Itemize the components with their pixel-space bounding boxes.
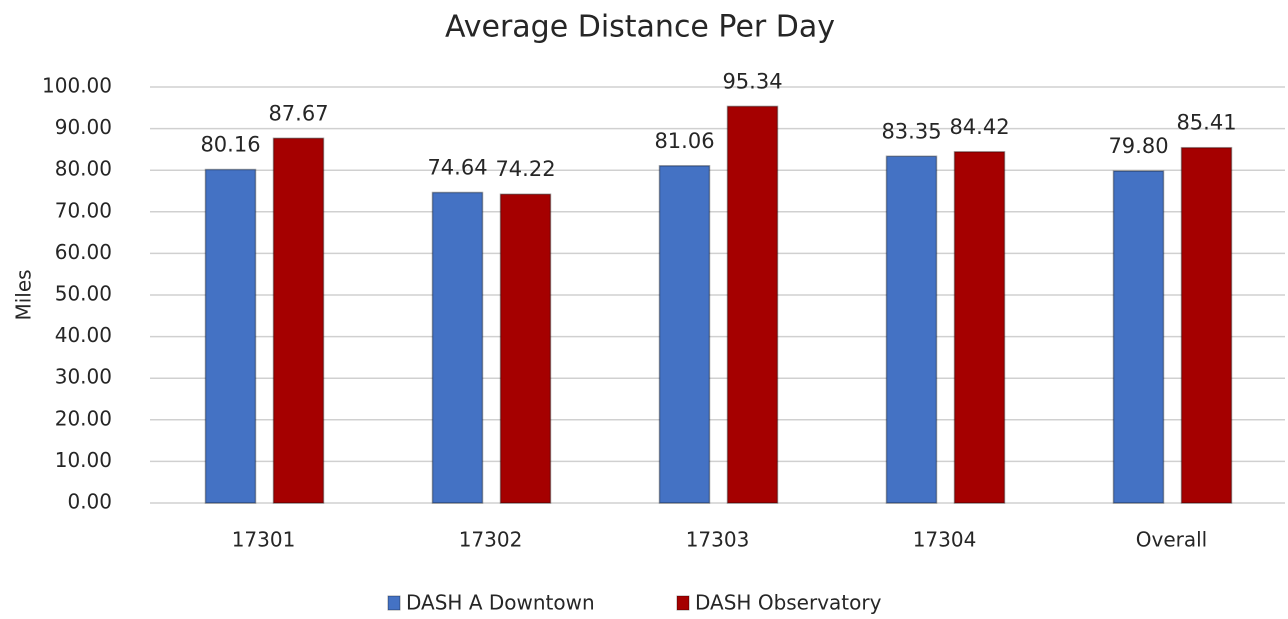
y-tick-label: 90.00 (55, 115, 112, 139)
legend-swatch (387, 595, 401, 611)
data-label: 80.16 (200, 133, 260, 157)
y-tick-label: 0.00 (67, 490, 112, 514)
bar (1180, 146, 1233, 504)
y-tick-label: 60.00 (55, 240, 112, 264)
data-label: 74.64 (427, 155, 487, 179)
y-tick-label: 40.00 (55, 323, 112, 347)
bar (499, 193, 552, 504)
bar (726, 105, 779, 504)
y-tick-label: 30.00 (55, 365, 112, 389)
data-label: 85.41 (1176, 111, 1236, 135)
data-label: 84.42 (949, 115, 1009, 139)
data-label: 81.06 (654, 129, 714, 153)
legend-label: DASH Observatory (695, 591, 882, 615)
bar (204, 168, 257, 504)
x-tick-label: 17304 (913, 528, 977, 552)
bar (1112, 170, 1165, 504)
x-tick-label: 17301 (232, 528, 296, 552)
data-label: 79.80 (1108, 134, 1168, 158)
data-label: 83.35 (881, 119, 941, 143)
y-tick-label: 80.00 (55, 157, 112, 181)
bar (885, 155, 938, 504)
x-tick-label: 17302 (459, 528, 523, 552)
y-tick-label: 100.00 (42, 74, 112, 98)
x-tick-label: Overall (1136, 528, 1207, 552)
bar (272, 137, 325, 504)
y-tick-label: 70.00 (55, 198, 112, 222)
chart-title: Average Distance Per Day (445, 10, 835, 45)
y-tick-label: 10.00 (55, 448, 112, 472)
legend-label: DASH A Downtown (406, 591, 595, 615)
y-axis-label: Miles (12, 269, 36, 320)
bar (953, 151, 1006, 504)
y-tick-label: 50.00 (55, 282, 112, 306)
data-label: 95.34 (722, 69, 782, 93)
legend-swatch (676, 595, 690, 611)
y-tick-label: 20.00 (55, 406, 112, 430)
bar (658, 165, 711, 504)
bar (431, 191, 484, 504)
data-label: 74.22 (495, 157, 555, 181)
x-tick-label: 17303 (686, 528, 750, 552)
data-label: 87.67 (268, 101, 328, 125)
